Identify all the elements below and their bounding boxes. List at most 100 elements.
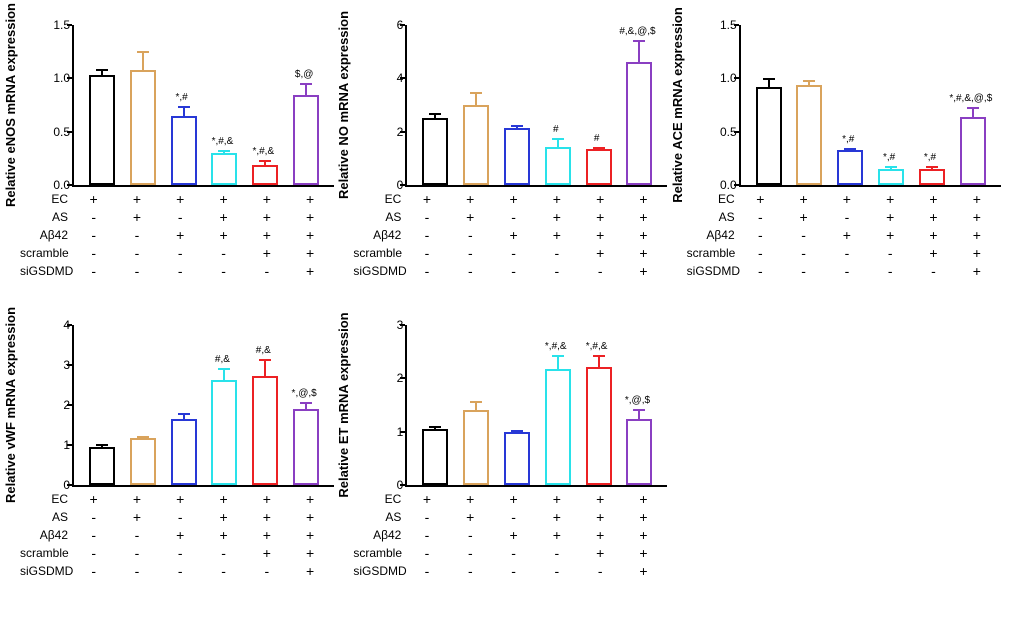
condition-cell: + [159, 491, 202, 507]
significance-label: *,#,& [586, 341, 608, 352]
condition-cell: + [579, 491, 622, 507]
condition-cell: - [245, 263, 288, 279]
condition-cell: - [492, 545, 535, 561]
condition-cell: - [72, 563, 115, 579]
condition-cell: + [449, 491, 492, 507]
condition-cell: - [449, 527, 492, 543]
condition-cell: + [912, 191, 955, 207]
condition-label: siGSDMD [20, 564, 72, 578]
condition-cell: + [579, 527, 622, 543]
condition-row: AS-+-+++ [687, 208, 999, 226]
condition-cell: + [535, 509, 578, 525]
condition-row: AS-+-+++ [353, 508, 665, 526]
condition-cell: + [825, 191, 868, 207]
bar [293, 409, 319, 485]
y-tick-label: 0.5 [42, 125, 70, 139]
condition-label: Aβ42 [20, 528, 72, 542]
condition-cell: - [869, 263, 912, 279]
error-bar [101, 69, 103, 75]
condition-cell: + [622, 227, 665, 243]
condition-cell: - [492, 509, 535, 525]
condition-cell: - [72, 245, 115, 261]
condition-cell: + [245, 491, 288, 507]
condition-cell: + [288, 563, 331, 579]
condition-cell: + [245, 191, 288, 207]
bar [586, 149, 612, 185]
condition-cell: + [288, 263, 331, 279]
condition-cell: - [159, 509, 202, 525]
condition-cell: + [288, 245, 331, 261]
condition-label: EC [20, 192, 72, 206]
condition-cell: + [912, 245, 955, 261]
bar [211, 153, 237, 185]
condition-cell: + [202, 527, 245, 543]
y-tick-label: 3 [375, 318, 403, 332]
condition-row: EC++++++ [20, 190, 332, 208]
condition-cell: + [622, 563, 665, 579]
condition-cell: + [288, 527, 331, 543]
condition-label: siGSDMD [353, 564, 405, 578]
bar [422, 429, 448, 485]
condition-cell: + [579, 209, 622, 225]
chart-panel: Relative vWF mRNA expression01234#,&#,&*… [20, 320, 333, 610]
condition-cell: - [449, 563, 492, 579]
condition-cell: - [115, 545, 158, 561]
condition-cell: + [115, 191, 158, 207]
y-axis-label: Relative eNOS mRNA expression [3, 3, 18, 207]
condition-cell: + [579, 509, 622, 525]
condition-cell: - [782, 245, 825, 261]
condition-cell: + [202, 509, 245, 525]
error-bar [890, 166, 892, 169]
significance-label: *,#,& [212, 136, 234, 147]
bar [796, 85, 822, 185]
condition-label: EC [20, 492, 72, 506]
bar [463, 410, 489, 485]
condition-row: AS-+-+++ [353, 208, 665, 226]
condition-cell: - [115, 227, 158, 243]
condition-cell: + [622, 209, 665, 225]
condition-row: EC++++++ [353, 490, 665, 508]
condition-label: AS [20, 510, 72, 524]
bar [919, 169, 945, 185]
condition-cell: + [782, 191, 825, 207]
y-tick-label: 1.0 [709, 71, 737, 85]
condition-cell: + [535, 209, 578, 225]
condition-label: scramble [20, 246, 72, 260]
condition-label: siGSDMD [687, 264, 739, 278]
y-tick-label: 1 [375, 425, 403, 439]
significance-label: $,@ [295, 69, 314, 80]
condition-cell: + [115, 509, 158, 525]
condition-label: AS [20, 210, 72, 224]
bar [293, 95, 319, 185]
significance-label: *,@,$ [625, 395, 650, 406]
bar [504, 432, 530, 485]
bar [463, 105, 489, 185]
condition-cell: + [912, 209, 955, 225]
chart-area [405, 25, 667, 187]
bar [545, 369, 571, 485]
error-bar [183, 413, 185, 419]
y-axis-label: Relative ACE mRNA expression [670, 7, 685, 203]
error-bar [972, 107, 974, 117]
bar [130, 70, 156, 185]
condition-row: scramble----++ [353, 244, 665, 262]
condition-cell: + [492, 491, 535, 507]
condition-cell: + [288, 209, 331, 225]
condition-cell: + [912, 227, 955, 243]
condition-row: scramble----++ [353, 544, 665, 562]
bar [878, 169, 904, 185]
condition-row: siGSDMD-----+ [353, 562, 665, 580]
condition-cell: + [288, 191, 331, 207]
condition-cell: - [579, 263, 622, 279]
condition-row: AS-+-+++ [20, 508, 332, 526]
condition-label: AS [353, 210, 405, 224]
condition-cell: - [202, 563, 245, 579]
condition-cell: + [288, 491, 331, 507]
condition-cell: + [202, 227, 245, 243]
condition-row: siGSDMD-----+ [20, 262, 332, 280]
condition-label: scramble [353, 546, 405, 560]
condition-row: scramble----++ [20, 244, 332, 262]
condition-cell: - [245, 563, 288, 579]
condition-cell: - [825, 263, 868, 279]
condition-cell: - [159, 263, 202, 279]
